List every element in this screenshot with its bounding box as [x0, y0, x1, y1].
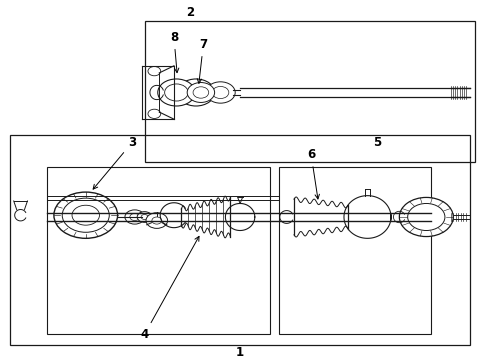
Circle shape: [130, 213, 140, 221]
Circle shape: [148, 109, 161, 118]
Circle shape: [206, 82, 235, 103]
Circle shape: [146, 213, 168, 228]
Circle shape: [72, 205, 99, 225]
Bar: [47, 167, 270, 334]
Circle shape: [212, 86, 229, 99]
Circle shape: [54, 192, 118, 238]
Circle shape: [160, 86, 178, 99]
Text: 3: 3: [93, 136, 136, 189]
Circle shape: [148, 67, 161, 76]
Circle shape: [137, 212, 152, 222]
Circle shape: [152, 217, 162, 224]
Text: 5: 5: [373, 136, 381, 149]
Bar: [279, 167, 431, 334]
Circle shape: [408, 203, 445, 230]
Bar: [145, 21, 475, 162]
Text: 4: 4: [141, 237, 199, 341]
Circle shape: [399, 197, 453, 237]
Circle shape: [165, 84, 188, 101]
Text: 7: 7: [197, 38, 207, 83]
Bar: [10, 135, 470, 345]
Circle shape: [185, 85, 207, 100]
Circle shape: [62, 198, 109, 232]
Text: 8: 8: [170, 31, 179, 73]
Circle shape: [193, 87, 209, 98]
Circle shape: [141, 215, 148, 220]
Circle shape: [177, 79, 215, 106]
Text: 2: 2: [186, 6, 194, 19]
Circle shape: [187, 82, 215, 103]
Circle shape: [158, 79, 195, 106]
Text: 1: 1: [236, 346, 244, 359]
Circle shape: [125, 210, 145, 224]
Text: 6: 6: [307, 148, 319, 199]
